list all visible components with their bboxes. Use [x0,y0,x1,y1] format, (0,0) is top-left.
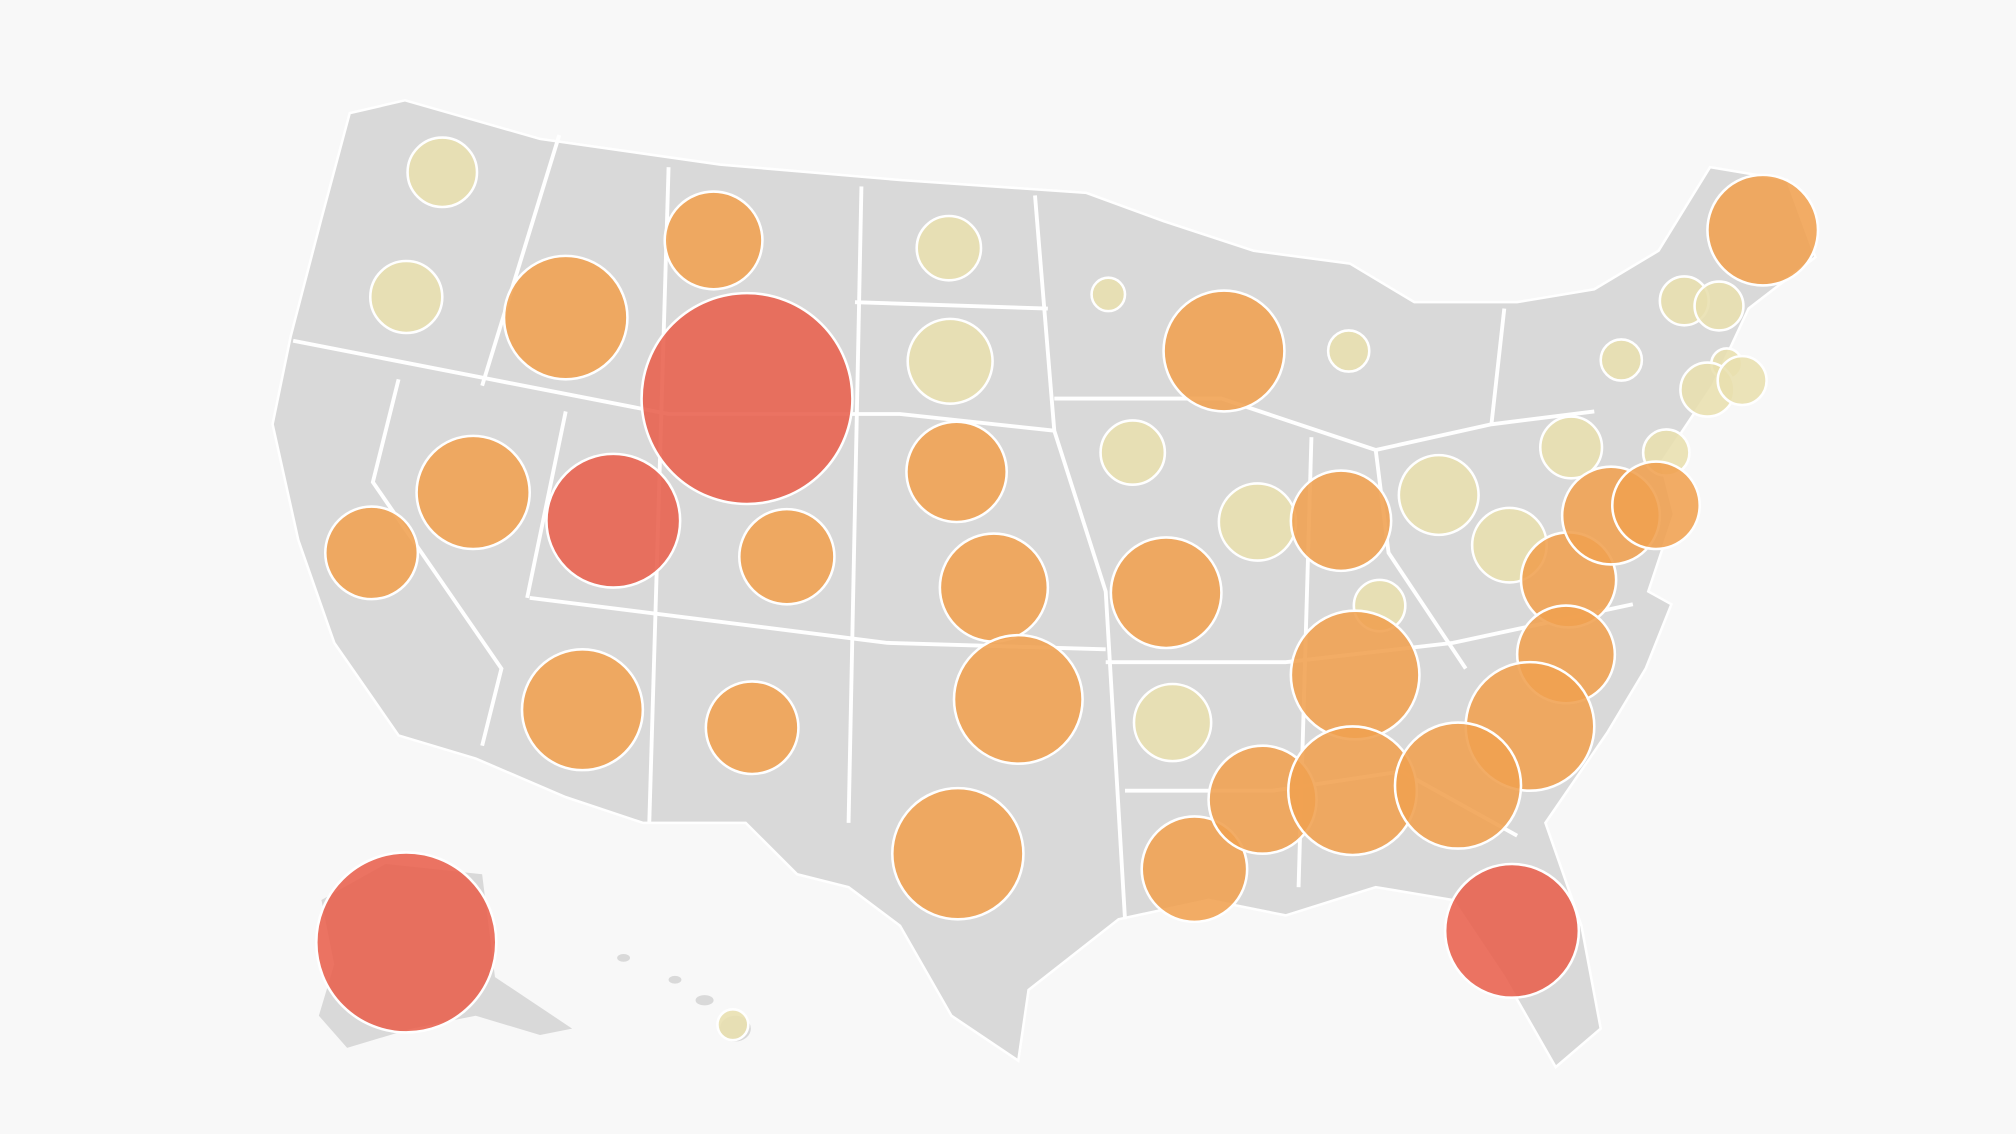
state-border [480,134,562,387]
bubble [906,317,994,406]
bubbles [315,136,1820,1042]
bubble [915,214,983,282]
bubble [1599,338,1644,382]
bubble [663,190,764,291]
bubble [891,786,1025,921]
bubble [1693,280,1745,332]
bubble [545,452,682,589]
bubble [938,532,1050,643]
bubble [1539,415,1604,480]
bubble [415,434,531,551]
bubble [1140,815,1249,924]
bubble [1099,419,1167,487]
state-border [1373,449,1468,670]
bubble [324,505,420,601]
bubble [1217,482,1298,562]
bubble [406,136,479,209]
bubble [704,680,800,776]
state-border [525,411,568,599]
bubble [1109,536,1223,650]
bubble [1326,329,1371,373]
bubble [1706,173,1820,287]
bubble [1443,862,1581,999]
state-border [846,186,864,823]
bubble [738,507,836,606]
state-border [854,300,1048,311]
bubble [1397,453,1480,537]
bubble [716,1008,750,1042]
hawaii-island [617,954,630,962]
state-border [1033,195,1127,920]
bubble [905,420,1009,524]
bubble [1289,469,1393,573]
bubble [1162,289,1286,413]
bubble [1716,354,1768,407]
bubble [1393,721,1523,850]
bubble [1090,276,1127,313]
hawaii-island [668,975,682,984]
bubble [369,259,444,335]
bubble [640,291,854,506]
bubble [1289,609,1421,741]
state-border [1489,308,1507,425]
hawaii-island [695,995,714,1006]
bubble [1611,460,1702,551]
bubble [952,633,1084,765]
bubble [315,851,498,1034]
bubble [502,254,629,381]
bubble [1132,682,1213,763]
bubble [520,648,645,772]
state-border [370,378,504,747]
